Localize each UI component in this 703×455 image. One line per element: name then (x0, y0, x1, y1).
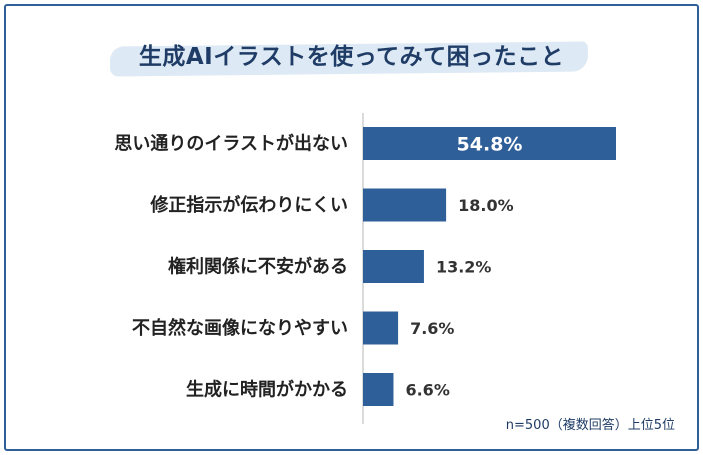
value-label-2: 18.0% (458, 196, 514, 215)
chart-title: 生成AIイラストを使ってみて困ったこと (138, 44, 565, 70)
bar-2 (363, 188, 447, 222)
category-label-1: 思い通りのイラストが出ない (114, 133, 348, 155)
bar-1 (363, 127, 616, 160)
category-label-2: 修正指示が伝わりにくい (149, 194, 348, 216)
title-container: 生成AIイラストを使ってみて困ったこと (0, 34, 703, 74)
value-label-5: 6.6% (405, 381, 449, 400)
value-label-3: 13.2% (436, 258, 492, 277)
category-label-3: 権利関係に不安がある (168, 256, 348, 278)
bar-3 (363, 250, 424, 283)
category-label-4: 不自然な画像になりやすい (132, 317, 348, 339)
sample-note: n=500（複数回答）上位5位 (505, 418, 675, 433)
chart-frame (4, 4, 699, 451)
value-label-4: 7.6% (410, 319, 454, 338)
value-label-1: 54.8% (457, 134, 523, 156)
category-label-5: 生成に時間がかかる (186, 379, 348, 401)
bar-4 (363, 311, 399, 345)
bar-5 (363, 373, 394, 406)
